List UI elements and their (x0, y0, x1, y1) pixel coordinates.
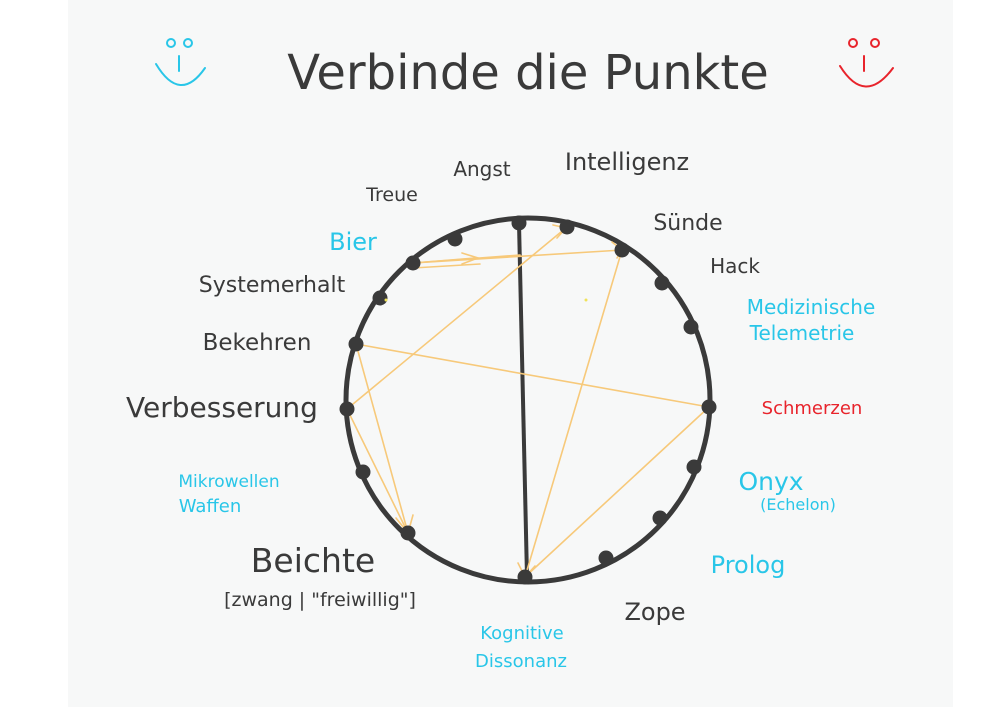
connection-line (412, 263, 481, 269)
label-bekehren: Bekehren (203, 330, 312, 356)
dot-intelligenz[interactable] (559, 219, 575, 235)
smiley-right-icon (839, 38, 894, 88)
label-systemerhalt: Systemerhalt (199, 273, 346, 298)
connection-line (355, 343, 710, 408)
connection-line (355, 343, 409, 534)
label-hack: Hack (710, 254, 760, 278)
dot-zope[interactable] (598, 550, 614, 566)
label-onyx: Onyx (738, 467, 803, 496)
labels: Angst Intelligenz Treue Sünde Bier Hack … (126, 148, 875, 672)
label-intelligenz: Intelligenz (565, 148, 689, 176)
dot-onyx[interactable] (686, 459, 702, 475)
page-title: Verbinde die Punkte (287, 45, 769, 101)
dot-angst[interactable] (511, 215, 527, 231)
label-beichte-sub: [zwang | "freiwillig"] (224, 589, 416, 611)
label-beichte: Beichte (251, 541, 375, 580)
label-dissonanz: Dissonanz (475, 651, 567, 672)
dot-beichte[interactable] (400, 525, 416, 541)
connection-line (346, 408, 409, 534)
dot-mikrowellen-waffen[interactable] (355, 464, 371, 480)
dot-bekehren[interactable] (348, 336, 364, 352)
dot-medizinische-telemetrie[interactable] (683, 319, 699, 335)
dot-prolog[interactable] (652, 510, 668, 526)
label-suende: Sünde (653, 211, 722, 236)
label-prolog: Prolog (711, 551, 786, 579)
label-mikrowellen: Mikrowellen (178, 472, 279, 492)
label-echelon: (Echelon) (760, 495, 836, 514)
label-bier: Bier (329, 228, 377, 256)
smiley-left-icon (155, 38, 206, 86)
label-schmerzen: Schmerzen (762, 398, 863, 419)
dot-kognitive-dissonanz[interactable] (517, 569, 533, 585)
dot-verbesserung[interactable] (339, 401, 355, 417)
connection-line (412, 257, 476, 264)
dot-treue[interactable] (447, 231, 463, 247)
arrowhead (461, 252, 481, 265)
dot-systemerhalt[interactable] (372, 290, 388, 306)
dot-schmerzen[interactable] (701, 399, 717, 415)
connection-line (524, 249, 623, 578)
speck (384, 298, 388, 302)
dots (339, 215, 717, 585)
label-telemetrie: Telemetrie (749, 321, 855, 345)
label-waffen: Waffen (179, 496, 242, 517)
label-kognitive: Kognitive (480, 623, 564, 644)
label-treue: Treue (365, 184, 418, 206)
label-verbesserung: Verbesserung (126, 391, 318, 424)
connection-line (524, 406, 710, 578)
paper-background (68, 0, 953, 707)
dot-bier[interactable] (405, 255, 421, 271)
label-medizinische: Medizinische (747, 295, 876, 319)
label-angst: Angst (453, 157, 510, 181)
dot-suende[interactable] (614, 242, 630, 258)
speck (584, 298, 588, 302)
connection-lines (346, 224, 710, 579)
connection-line (346, 226, 568, 410)
dot-hack[interactable] (654, 275, 670, 291)
connection-angst-kognitive (517, 222, 529, 578)
label-zope: Zope (624, 598, 685, 626)
